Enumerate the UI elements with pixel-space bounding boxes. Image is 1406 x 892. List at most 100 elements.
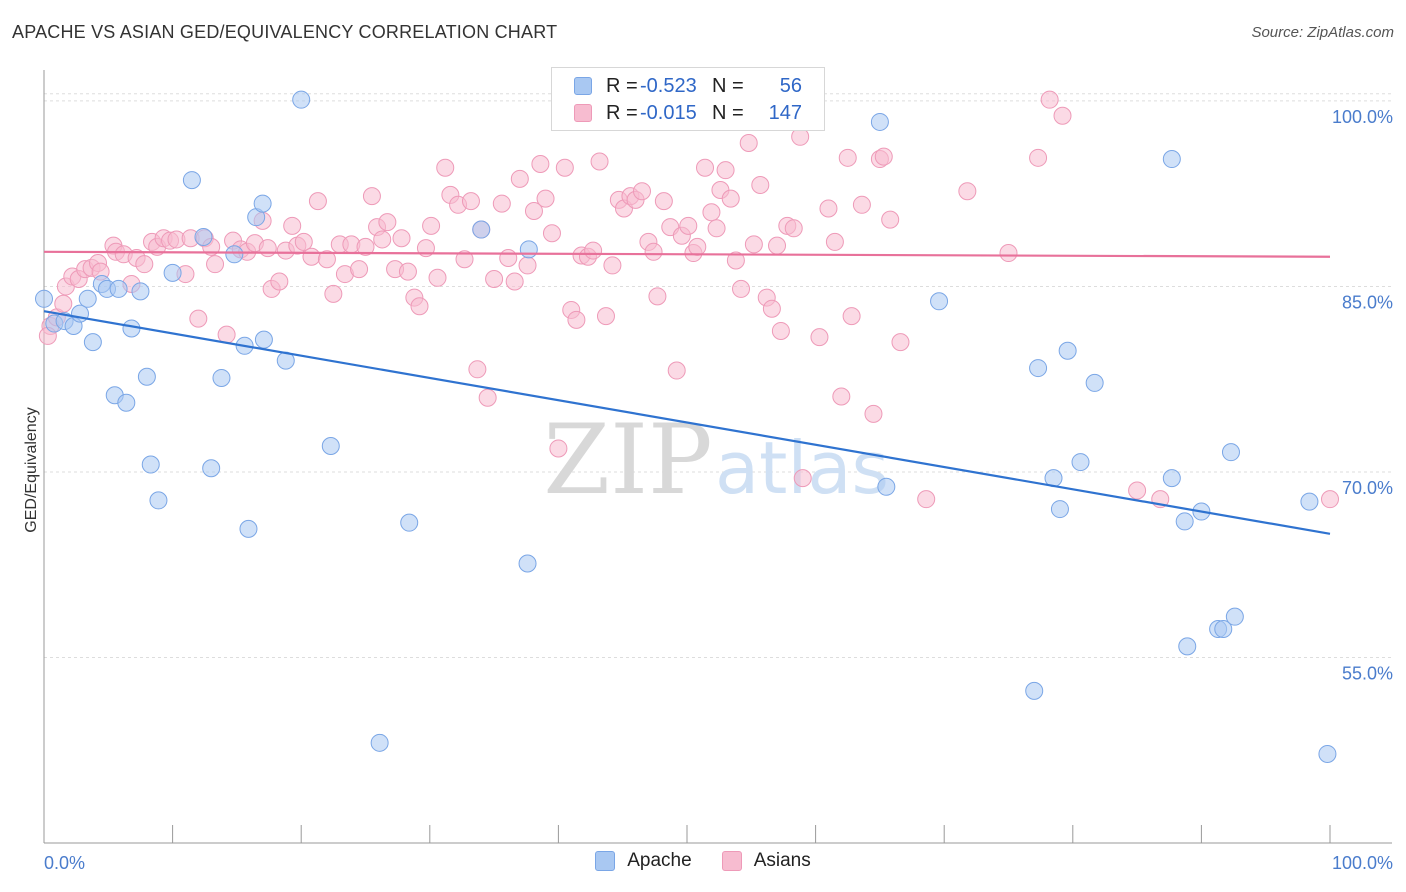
asians-point bbox=[648, 287, 667, 306]
asians-point bbox=[744, 235, 763, 254]
source-credit: Source: ZipAtlas.com bbox=[1251, 24, 1394, 41]
asians-point bbox=[864, 404, 883, 423]
asians-point bbox=[688, 237, 707, 256]
apache-point bbox=[472, 220, 491, 239]
apache-point bbox=[131, 282, 150, 301]
n-value: 147 bbox=[768, 101, 802, 124]
apache-point bbox=[870, 112, 889, 131]
asians-point bbox=[721, 189, 740, 208]
r-value: -0.015 bbox=[640, 101, 697, 124]
asians-point bbox=[819, 199, 838, 218]
asians-point bbox=[874, 147, 893, 166]
asians-point bbox=[891, 333, 910, 352]
apache-point bbox=[83, 333, 102, 352]
asians-point bbox=[54, 294, 73, 313]
apache-point bbox=[137, 367, 156, 386]
asians-point bbox=[567, 310, 586, 329]
asians-point bbox=[881, 210, 900, 229]
apache-point bbox=[1058, 341, 1077, 360]
asians-point bbox=[810, 328, 829, 347]
apache-point bbox=[225, 245, 244, 264]
apache-point bbox=[400, 513, 419, 532]
asians-point bbox=[739, 133, 758, 152]
apache-point bbox=[930, 292, 949, 311]
asians-point bbox=[1029, 148, 1048, 167]
apache-trend-line bbox=[43, 310, 1331, 535]
asians-point bbox=[702, 203, 721, 222]
asians-point bbox=[510, 169, 529, 188]
asians-point bbox=[732, 279, 751, 298]
asians-point bbox=[825, 232, 844, 251]
x-tick-labels: 0.0% 100.0% bbox=[44, 853, 1393, 873]
series-legend: Apache Asians bbox=[0, 850, 1406, 872]
asians-point bbox=[771, 321, 790, 340]
x-tick-label-max: 100.0% bbox=[1332, 853, 1393, 873]
n-value: 56 bbox=[779, 74, 802, 97]
apache-point bbox=[1162, 150, 1181, 169]
legend-row-asians: R = -0.015 N = 147 bbox=[574, 99, 802, 127]
asians-point bbox=[542, 224, 561, 243]
apache-point bbox=[109, 279, 128, 298]
r-label: R = bbox=[606, 74, 638, 97]
apache-point bbox=[149, 491, 168, 510]
asians-point bbox=[398, 262, 417, 281]
asians-point bbox=[793, 469, 812, 488]
watermark-atlas: atlas bbox=[715, 426, 889, 510]
apache-point bbox=[1071, 453, 1090, 472]
asians-point bbox=[478, 388, 497, 407]
asians-point bbox=[632, 182, 651, 201]
apache-point bbox=[1221, 443, 1240, 462]
asians-point bbox=[958, 182, 977, 201]
asians-point bbox=[461, 192, 480, 211]
watermark: ZIP atlas bbox=[543, 404, 889, 516]
asians-point bbox=[762, 299, 781, 318]
asians-point bbox=[189, 309, 208, 328]
asians-point bbox=[428, 268, 447, 287]
asians-point bbox=[324, 284, 343, 303]
asians-point bbox=[549, 439, 568, 458]
apache-point bbox=[370, 733, 389, 752]
apache-point bbox=[321, 436, 340, 455]
asians-point bbox=[536, 189, 555, 208]
apache-point bbox=[518, 554, 537, 573]
apache-point bbox=[35, 289, 53, 308]
asians-point bbox=[499, 248, 518, 267]
apache-point bbox=[1162, 469, 1181, 488]
apache-point bbox=[1050, 500, 1069, 519]
asians-point bbox=[455, 250, 474, 269]
asians-point bbox=[838, 148, 857, 167]
apache-point bbox=[122, 319, 141, 338]
watermark-zip: ZIP bbox=[543, 404, 712, 516]
asians-point bbox=[362, 187, 381, 206]
y-tick-labels: 55.0% 70.0% 85.0% 100.0% bbox=[1332, 107, 1393, 684]
asians-point bbox=[317, 250, 336, 269]
asians-point bbox=[596, 307, 615, 326]
asians-trend-line bbox=[43, 250, 1331, 258]
apache-point bbox=[292, 90, 311, 109]
apache-point bbox=[1225, 607, 1244, 626]
y-tick-label: 100.0% bbox=[1332, 107, 1393, 127]
asians-point bbox=[410, 297, 429, 316]
asians-point bbox=[696, 158, 715, 177]
asians-point bbox=[707, 219, 726, 238]
x-tick-label-min: 0.0% bbox=[44, 853, 85, 873]
asians-point bbox=[603, 256, 622, 275]
asians-point bbox=[1128, 481, 1147, 500]
apache-point bbox=[1085, 373, 1104, 392]
asians-point bbox=[392, 229, 411, 248]
apache-point bbox=[202, 459, 221, 478]
asians-point bbox=[302, 247, 321, 266]
asians-point bbox=[378, 213, 397, 232]
asians-point bbox=[485, 270, 504, 289]
asians-point bbox=[350, 260, 369, 279]
r-value: -0.523 bbox=[640, 74, 697, 97]
asians-point bbox=[667, 361, 686, 380]
apache-point bbox=[141, 455, 160, 474]
apache-point bbox=[239, 519, 258, 538]
asians-point bbox=[1321, 490, 1339, 509]
asians-point bbox=[654, 192, 673, 211]
asians-point bbox=[505, 272, 524, 291]
asians-point bbox=[726, 251, 745, 270]
apache-point bbox=[117, 393, 136, 412]
